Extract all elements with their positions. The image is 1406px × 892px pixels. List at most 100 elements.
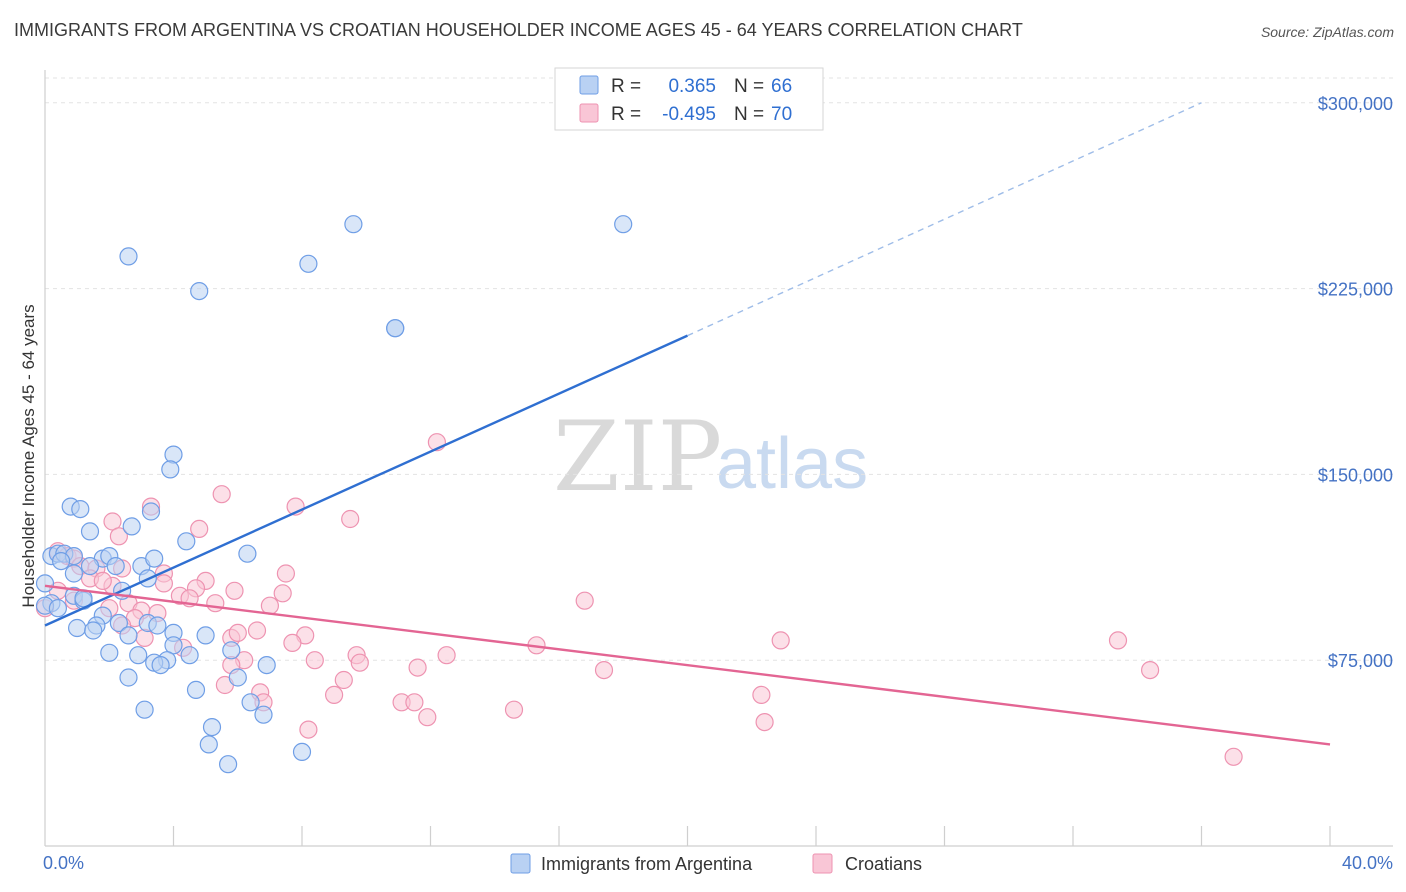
x-tick-label: 0.0%: [43, 853, 84, 873]
watermark-zip: ZIP: [553, 401, 722, 513]
legend-n-value-1: 66: [771, 76, 792, 97]
data-point-croatians: [408, 658, 427, 677]
trend-line-argentina: [44, 334, 688, 627]
chart-title: IMMIGRANTS FROM ARGENTINA VS CROATIAN HO…: [14, 20, 1023, 40]
data-point-argentina: [151, 655, 170, 675]
data-point-argentina: [106, 556, 125, 576]
y-tick-label: $150,000: [1318, 465, 1393, 485]
data-point-croatians: [109, 527, 129, 546]
data-point-argentina: [80, 556, 100, 576]
data-point-argentina: [257, 655, 276, 675]
data-point-croatians: [247, 621, 267, 640]
data-point-argentina: [129, 646, 148, 665]
axes: [44, 70, 1393, 847]
data-point-croatians: [276, 564, 295, 583]
data-point-croatians: [212, 485, 231, 504]
data-point-argentina: [67, 618, 87, 638]
data-point-croatians: [299, 720, 318, 739]
legend-r-value-2: -0.495: [662, 104, 716, 125]
data-point-argentina: [100, 643, 119, 662]
series-legend: Immigrants from Argentina Croatians: [510, 853, 922, 874]
data-point-croatians: [418, 708, 437, 727]
data-point-croatians: [1140, 660, 1160, 680]
series-argentina: [35, 215, 633, 774]
data-point-argentina: [141, 502, 161, 521]
data-point-argentina: [238, 544, 257, 563]
watermark-atlas: atlas: [716, 424, 868, 504]
data-point-argentina: [119, 626, 138, 645]
data-point-croatians: [1108, 631, 1128, 650]
bottom-legend-croatians: Croatians: [845, 854, 922, 874]
data-point-croatians: [341, 509, 360, 529]
data-point-argentina: [199, 735, 218, 754]
correlation-legend: R = 0.365 N = 66 R = -0.495 N = 70: [554, 67, 824, 131]
legend-swatch-croatians: [579, 103, 599, 123]
data-point-argentina: [80, 522, 100, 541]
data-point-croatians: [154, 574, 173, 593]
data-point-argentina: [48, 599, 68, 618]
data-point-croatians: [273, 584, 292, 603]
data-point-croatians: [771, 631, 790, 650]
data-point-argentina: [148, 616, 167, 635]
trend-line-argentina-extension: [687, 102, 1202, 337]
data-point-argentina: [119, 247, 138, 266]
data-point-croatians: [752, 685, 771, 705]
legend-n-label-1: N =: [734, 76, 764, 97]
data-point-argentina: [164, 445, 183, 464]
data-point-argentina: [186, 680, 206, 700]
data-point-croatians: [437, 646, 456, 665]
data-point-argentina: [84, 621, 103, 640]
legend-n-label-2: N =: [734, 104, 764, 125]
data-point-argentina: [119, 668, 138, 687]
trend-lines: [44, 102, 1331, 746]
data-point-argentina: [241, 693, 260, 712]
data-point-argentina: [180, 646, 199, 665]
data-point-argentina: [344, 215, 363, 234]
data-point-croatians: [755, 712, 774, 732]
data-point-croatians: [93, 571, 112, 591]
data-point-croatians: [283, 633, 302, 653]
data-point-croatians: [305, 651, 324, 670]
y-axis-label: Householder Income Ages 45 - 64 years: [19, 304, 38, 607]
data-point-croatians: [206, 594, 225, 613]
data-point-argentina: [386, 319, 405, 338]
trend-line-croatians: [44, 584, 1331, 746]
data-point-argentina: [190, 282, 209, 301]
legend-r-label-2: R =: [611, 104, 641, 125]
data-point-argentina: [228, 668, 247, 687]
data-point-croatians: [1224, 747, 1243, 766]
data-point-croatians: [228, 623, 247, 643]
bottom-swatch-argentina: [510, 853, 531, 874]
data-point-argentina: [109, 613, 129, 633]
data-point-argentina: [135, 700, 154, 719]
bottom-swatch-croatians: [812, 853, 833, 874]
data-point-argentina: [219, 755, 238, 774]
data-point-argentina: [64, 564, 84, 583]
data-point-croatians: [135, 628, 154, 648]
data-point-croatians: [325, 685, 344, 705]
data-point-argentina: [202, 717, 222, 737]
data-point-argentina: [122, 517, 141, 536]
data-point-argentina: [177, 532, 196, 551]
data-point-argentina: [145, 549, 164, 568]
data-point-argentina: [292, 742, 312, 762]
data-point-argentina: [71, 500, 90, 519]
data-point-croatians: [575, 591, 594, 610]
legend-n-value-2: 70: [771, 104, 792, 125]
legend-r-value-1: 0.365: [668, 76, 716, 97]
x-tick-label: 40.0%: [1342, 853, 1393, 873]
data-point-croatians: [594, 660, 614, 680]
data-point-croatians: [405, 693, 424, 712]
data-point-argentina: [299, 254, 318, 273]
legend-r-label-1: R =: [611, 76, 641, 97]
legend-swatch-argentina: [579, 75, 599, 95]
data-point-croatians: [225, 581, 244, 600]
bottom-legend-argentina: Immigrants from Argentina: [541, 854, 753, 874]
source-label: Source: ZipAtlas.com: [1260, 24, 1394, 40]
data-point-croatians: [190, 519, 209, 539]
data-point-argentina: [254, 705, 273, 724]
data-point-argentina: [35, 574, 55, 593]
y-tick-label: $300,000: [1318, 94, 1393, 114]
data-point-croatians: [260, 596, 279, 615]
